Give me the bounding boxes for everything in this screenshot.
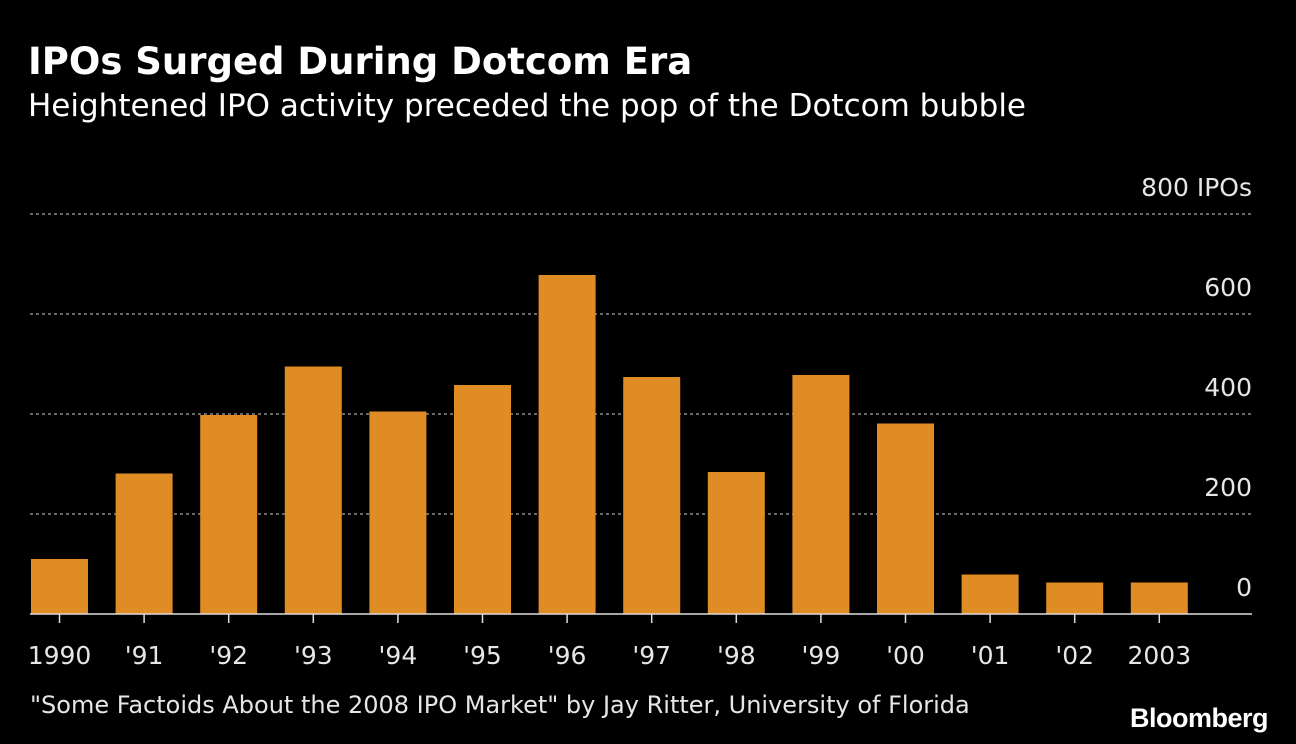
- y-tick-label: 0: [1236, 573, 1252, 602]
- bars: [31, 275, 1188, 614]
- x-tick-label: '96: [548, 641, 587, 670]
- bar: [200, 415, 258, 614]
- x-tick-label: '95: [463, 641, 502, 670]
- bar: [1046, 582, 1104, 614]
- bar: [877, 423, 934, 614]
- bar: [1130, 582, 1188, 614]
- x-tick-label: '91: [125, 641, 164, 670]
- x-tick-label: '01: [971, 641, 1010, 670]
- bar: [792, 375, 850, 614]
- x-tick-label: 1990: [28, 641, 92, 670]
- bloomberg-logo: Bloomberg: [1129, 703, 1269, 733]
- source-note: "Some Factoids About the 2008 IPO Market…: [30, 691, 970, 719]
- x-axis-tick-labels: 1990 '91 '92 '93 '94 '95 '96 '97 '98 '99 '00 '01 '02…: [28, 614, 1191, 670]
- x-tick-label: 2003: [1127, 641, 1191, 670]
- x-tick-label: '92: [209, 641, 248, 670]
- y-tick-label: 200: [1204, 473, 1252, 502]
- bar: [623, 377, 681, 614]
- x-tick-label: '00: [886, 641, 925, 670]
- y-tick-label: 800 IPOs: [1141, 173, 1252, 202]
- y-tick-label: 600: [1204, 273, 1252, 302]
- bar: [369, 411, 427, 614]
- bar: [284, 366, 342, 614]
- bar: [115, 473, 173, 614]
- x-tick-label: '94: [379, 641, 418, 670]
- bar: [707, 472, 765, 614]
- x-tick-label: '97: [632, 641, 671, 670]
- bar: [538, 275, 596, 614]
- x-tick-label: '02: [1055, 641, 1094, 670]
- chart-title: IPOs Surged During Dotcom Era: [28, 40, 693, 83]
- y-tick-label: 400: [1204, 373, 1252, 402]
- x-tick-label: '93: [294, 641, 333, 670]
- bar: [454, 385, 511, 614]
- chart-subtitle: Heightened IPO activity preceded the pop…: [28, 88, 1027, 124]
- bar: [961, 574, 1019, 614]
- bar: [31, 559, 88, 614]
- x-tick-label: '99: [802, 641, 841, 670]
- x-tick-label: '98: [717, 641, 756, 670]
- y-axis-tick-labels: 0 200 400 600 800 IPOs: [1141, 173, 1252, 602]
